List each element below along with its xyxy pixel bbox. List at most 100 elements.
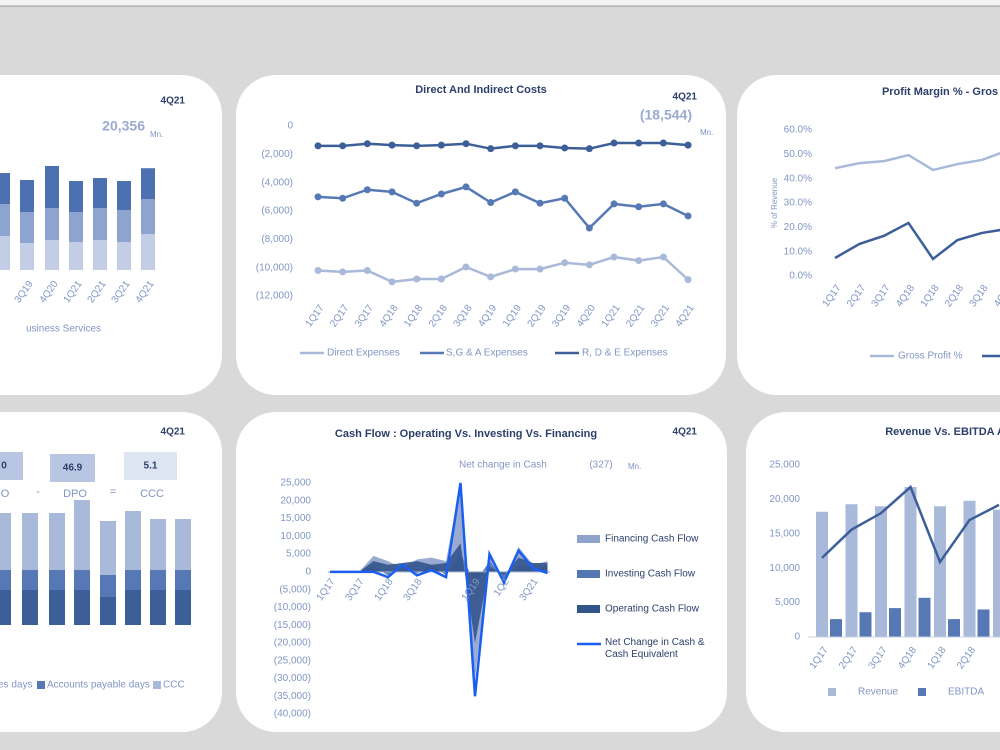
bar-segment bbox=[69, 181, 83, 212]
title: Revenue Vs. EBITDA A bbox=[885, 426, 1000, 438]
bar-segment bbox=[22, 513, 38, 570]
chart-panel: 4Q21 0 46.9 5.1 O - DPO = CCC es days Accounts pay… bbox=[0, 412, 222, 732]
bar-segment bbox=[150, 570, 166, 590]
legend-label: R, D & E Expenses bbox=[582, 348, 668, 359]
line-marker bbox=[659, 139, 667, 147]
y-tick-label: 50.0% bbox=[784, 149, 812, 160]
line-marker bbox=[339, 142, 347, 150]
line-marker bbox=[339, 268, 347, 276]
bar-segment bbox=[141, 199, 155, 234]
unit: Mn. bbox=[700, 128, 713, 137]
legend-label: es days bbox=[0, 680, 32, 691]
bar bbox=[963, 500, 976, 637]
bar-segment bbox=[175, 570, 191, 590]
bar-segment bbox=[20, 212, 34, 243]
y-tick-label: (10,000) bbox=[256, 262, 293, 273]
bar-segment bbox=[45, 208, 59, 240]
bar-segment bbox=[0, 173, 10, 204]
line-marker bbox=[511, 188, 519, 196]
y-tick-label: 15,000 bbox=[769, 528, 800, 539]
series-line bbox=[821, 484, 1000, 565]
line-marker bbox=[437, 141, 445, 149]
line-marker bbox=[388, 188, 396, 196]
bar-segment bbox=[74, 590, 90, 625]
x-tick-label: 4Q18 bbox=[992, 283, 1000, 310]
legend-label: EBITDA bbox=[948, 687, 984, 698]
bar-segment bbox=[141, 234, 155, 270]
bar-segment bbox=[100, 575, 116, 597]
bar-segment bbox=[22, 590, 38, 625]
line-marker bbox=[314, 142, 322, 150]
bar-segment bbox=[100, 597, 116, 625]
line-marker bbox=[684, 276, 692, 284]
title: Direct And Indirect Costs bbox=[415, 84, 547, 96]
line-marker bbox=[561, 259, 569, 267]
bar-segment bbox=[100, 521, 116, 575]
ratio-box bbox=[124, 452, 177, 480]
series-area bbox=[330, 543, 548, 643]
legend-swatch bbox=[918, 688, 926, 696]
legend-label: Net Change in Cash & Cash Equivalent bbox=[605, 637, 705, 660]
y-tick-label: (10,000) bbox=[274, 602, 311, 613]
bar-segment bbox=[175, 590, 191, 625]
legend-label: Financing Cash Flow bbox=[605, 534, 699, 545]
line-marker bbox=[388, 278, 396, 286]
line-marker bbox=[487, 145, 495, 153]
legend-label: CCC bbox=[163, 680, 185, 691]
legend-label: Operating Cash Flow bbox=[605, 604, 700, 615]
bar-segment bbox=[22, 570, 38, 590]
line-marker bbox=[585, 145, 593, 153]
annotation: Net change in Cash bbox=[459, 460, 547, 471]
legend-label: Revenue bbox=[858, 687, 898, 698]
y-tick-label: 20,000 bbox=[280, 495, 311, 506]
line-marker bbox=[363, 267, 371, 274]
bar bbox=[993, 509, 1000, 637]
bar bbox=[948, 619, 960, 637]
bar-segment bbox=[125, 570, 141, 590]
bar bbox=[904, 487, 917, 637]
line-marker bbox=[635, 257, 643, 265]
ratio-value: 5.1 bbox=[144, 461, 158, 472]
y-tick-label: 5,000 bbox=[775, 597, 800, 608]
chart-panel: Direct And Indirect Costs 4Q21 (18,544) Mn.… bbox=[236, 75, 726, 395]
bar-segment bbox=[150, 519, 166, 570]
y-tick-label: 25,000 bbox=[769, 460, 800, 471]
chart-panel: Cash Flow : Operating Vs. Investing Vs. … bbox=[236, 412, 727, 732]
bar-segment bbox=[45, 240, 59, 270]
bar-segment bbox=[125, 590, 141, 625]
series-line bbox=[317, 255, 689, 284]
bar-segment bbox=[93, 208, 107, 240]
line-marker bbox=[635, 203, 643, 211]
bar-segment bbox=[150, 590, 166, 625]
period: 4Q21 bbox=[673, 427, 698, 438]
bar-segment bbox=[93, 178, 107, 208]
y-tick-label: 0 bbox=[794, 632, 800, 643]
bar-segment bbox=[0, 513, 11, 570]
legend-swatch bbox=[37, 681, 45, 689]
line-marker bbox=[684, 141, 692, 149]
y-tick-label: (2,000) bbox=[261, 149, 293, 160]
bar bbox=[875, 506, 887, 637]
series-line bbox=[834, 151, 1000, 172]
y-tick-label: (6,000) bbox=[261, 206, 293, 217]
line-marker bbox=[388, 141, 396, 149]
line-marker bbox=[487, 199, 495, 206]
line-marker bbox=[314, 267, 322, 274]
line-marker bbox=[437, 190, 445, 198]
formula-label: - bbox=[36, 486, 40, 498]
line-marker bbox=[585, 261, 593, 269]
bar bbox=[830, 619, 842, 637]
ratio-value: 0 bbox=[1, 461, 7, 472]
line-marker bbox=[561, 194, 569, 202]
y-tick-label: 15,000 bbox=[280, 513, 311, 524]
bar bbox=[977, 609, 990, 637]
y-tick-label: 10,000 bbox=[769, 563, 800, 574]
line-marker bbox=[413, 142, 421, 150]
title: Profit Margin % - Gros bbox=[882, 86, 998, 98]
line-marker bbox=[536, 142, 544, 150]
bar bbox=[845, 504, 858, 637]
bar-segment bbox=[45, 166, 59, 208]
chart-panel: Profit Margin % - Gros % of Revenue 0.0% 10… bbox=[737, 75, 1000, 395]
line-marker bbox=[363, 140, 371, 148]
bar-segment bbox=[117, 242, 131, 270]
